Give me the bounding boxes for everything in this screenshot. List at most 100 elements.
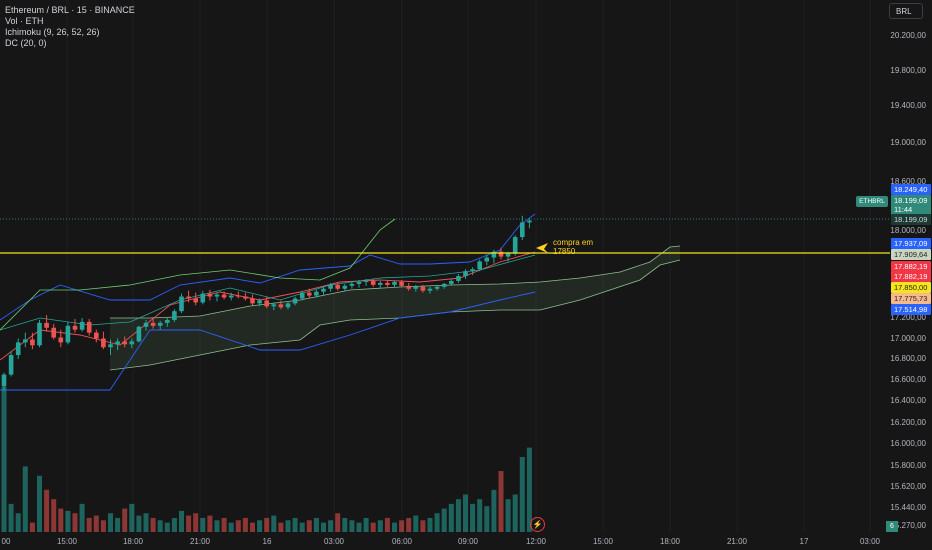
volume-bar [470,503,476,532]
volume-bar [448,503,454,532]
candle-body [278,304,284,308]
candle-body [150,322,156,326]
volume-bar [207,515,213,532]
volume-bar [93,515,99,532]
volume-bar [15,513,21,532]
candle-body [477,261,482,270]
candle-body [342,285,348,289]
horizontal-line[interactable] [0,243,890,254]
time-axis-label: 15:00 [56,537,78,546]
volume-bar [242,517,248,532]
candle-body [512,237,518,254]
volume-bar [519,457,525,532]
volume-bar [235,520,241,532]
price-axis-label: 18.600,00 [890,177,926,186]
candle-body [23,339,28,343]
symbol-title[interactable]: Ethereum / BRL · 15 · BINANCE [5,5,135,15]
candle-body [157,322,163,326]
volume-bar [356,522,362,532]
candle-body [65,325,71,343]
candle-body [86,321,92,333]
candle-body [413,286,419,289]
price-axis-label: 18.000,00 [890,226,926,235]
volume-bar [214,520,220,532]
countdown-tag: 11:44 [891,204,931,215]
volume-bar [179,510,184,532]
price-axis-label: 16.000,00 [890,439,926,448]
candle-body [370,280,376,285]
candlesticks [1,215,532,391]
volume-bar [1,386,7,532]
volume-bar [200,517,206,532]
volume-bar [271,515,277,532]
volume-bar [406,517,412,532]
high-price-tag: 18.249,40 [891,184,931,195]
volume-bar [498,471,504,532]
volume-bar [292,517,298,532]
indicator-tag-1: 17.937,09 [891,238,931,249]
volume-bar [399,520,405,532]
volume-bar [427,517,433,532]
volume-bar [491,489,497,532]
dc-indicator-label[interactable]: DC (20, 0) [5,38,47,48]
candle-body [498,251,504,257]
time-axis-label: 21:00 [726,537,748,546]
donchian-lower [0,291,536,391]
horizontal-line-price-tag: 17.850,00 [891,282,931,293]
volume-bar [171,517,177,532]
volume-bar [321,522,326,532]
volume-bar [441,508,447,532]
candle-body [44,322,49,328]
candle-body [165,319,170,323]
volume-bar [65,510,71,532]
candle-body [143,322,149,327]
volume-bar [150,517,156,532]
cloud-fill [110,246,680,370]
volume-bars [1,386,532,532]
chart-legend: Ethereum / BRL · 15 · BINANCE Vol · ETH … [5,5,135,49]
volume-bar [484,506,490,532]
volume-bar [22,466,28,532]
price-axis-label: 15.440,00 [890,503,926,512]
candle-body [427,288,433,291]
volume-bar [221,517,227,532]
volume-bar [392,522,397,532]
candle-body [193,298,198,303]
annotation-line-1: compra em [553,238,594,247]
volume-bar [29,522,35,532]
volume-bar [58,508,64,532]
volume-tag: 6 [886,521,898,532]
candle-body [221,294,227,298]
candle-body [37,322,42,346]
grid [66,0,871,532]
time-axis-label: 15:00 [592,537,614,546]
candle-body [520,222,525,238]
price-axis-label: 16.600,00 [890,375,926,384]
text-annotation[interactable]: compra em 17850 [553,238,593,256]
volume-bar [477,499,483,532]
time-axis-label: 12:00 [525,537,547,546]
price-axis-label: 20.200,00 [890,31,926,40]
candle-body [449,280,454,284]
volume-bar [512,494,518,532]
candle-body [257,300,262,304]
current-price-repeat-tag: 18.199,09 [891,214,931,225]
candle-body [491,251,497,258]
candle-body [129,341,135,345]
currency-button[interactable]: BRL [889,3,923,19]
candle-body [420,286,426,291]
volume-bar [299,522,305,532]
price-axis-label: 15.800,00 [890,461,926,470]
flash-icon[interactable]: ⚡ [530,517,545,532]
candle-body [51,327,56,338]
volume-bar [228,522,234,532]
volume-indicator-label[interactable]: Vol · ETH [5,16,44,26]
candle-body [1,374,7,387]
volume-bar [377,520,383,532]
candle-body [58,337,64,343]
candle-body [79,321,85,330]
volume-bar [505,499,511,532]
ichimoku-indicator-label[interactable]: Ichimoku (9, 26, 52, 26) [5,27,100,37]
